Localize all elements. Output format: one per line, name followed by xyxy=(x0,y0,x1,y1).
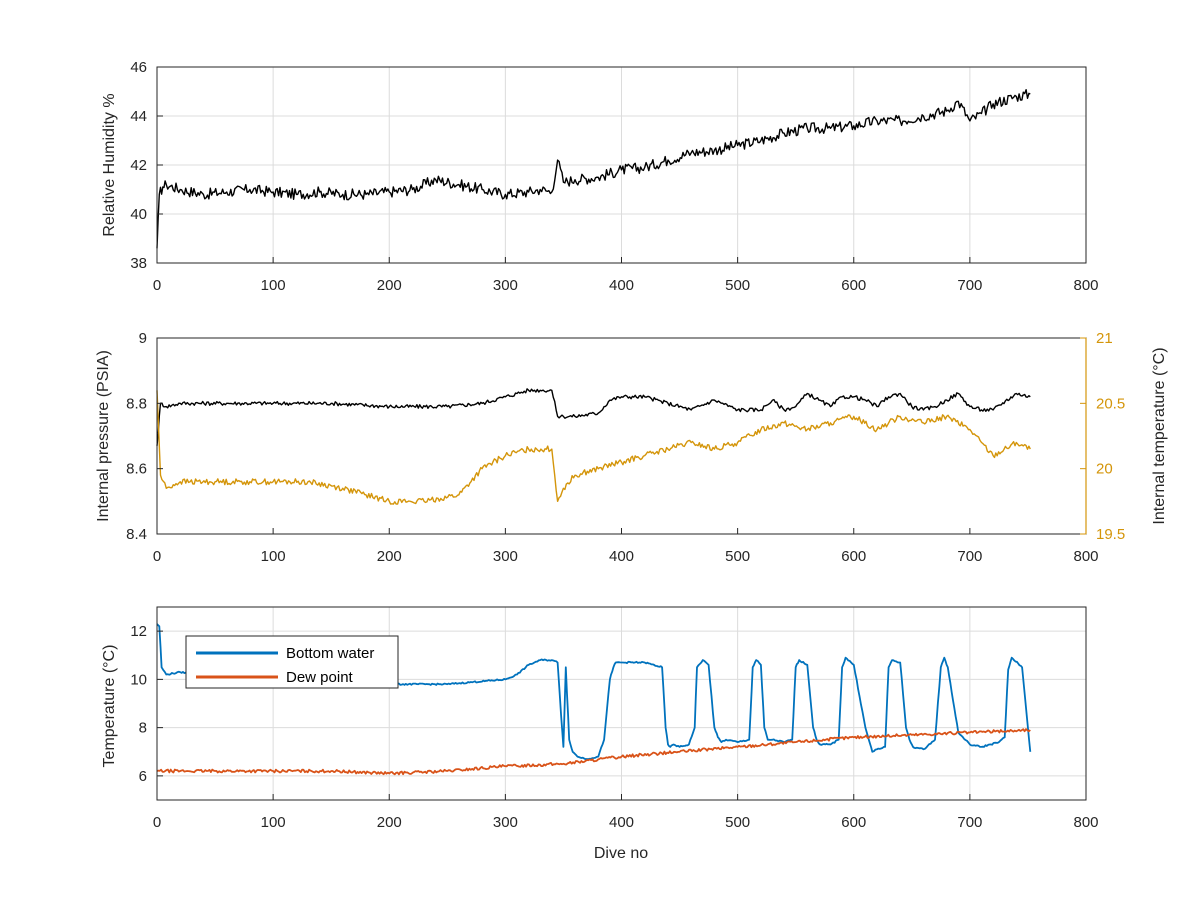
right-y-tick-label-1: 20 xyxy=(1096,461,1113,478)
temperature-x-tick-label-7: 700 xyxy=(957,814,982,831)
humidity-y-axis-label: Relative Humidity % xyxy=(101,93,118,236)
x-axis-label: Dive no xyxy=(594,845,648,862)
pressure-x-tick-label-7: 700 xyxy=(957,548,982,565)
temperature-y-axis-label: Temperature (°C) xyxy=(101,645,118,768)
temperature-x-tick-label-0: 0 xyxy=(153,814,161,831)
right-y-tick-label-3: 21 xyxy=(1096,330,1113,347)
humidity-x-tick-label-5: 500 xyxy=(725,277,750,294)
humidity-x-tick-label-7: 700 xyxy=(957,277,982,294)
temperature-x-tick-label-1: 100 xyxy=(261,814,286,831)
temperature-x-tick-label-4: 400 xyxy=(609,814,634,831)
pressure-y-tick-label-1: 8.6 xyxy=(126,461,147,478)
humidity-y-tick-label-4: 46 xyxy=(130,59,147,76)
pressure-x-tick-label-8: 800 xyxy=(1073,548,1098,565)
right-y-tick-label-2: 20.5 xyxy=(1096,395,1125,412)
humidity-x-tick-label-6: 600 xyxy=(841,277,866,294)
pressure-x-tick-label-5: 500 xyxy=(725,548,750,565)
legend: Bottom water Dew point xyxy=(185,635,399,689)
right-y-tick-label-0: 19.5 xyxy=(1096,526,1125,543)
humidity-y-tick-label-0: 38 xyxy=(130,255,147,272)
humidity-y-tick-label-1: 40 xyxy=(130,206,147,223)
internal-temperature-series-line xyxy=(156,390,1031,505)
dew-point-series-line xyxy=(156,728,1031,776)
pressure-y-axis-label: Internal pressure (PSIA) xyxy=(95,350,112,522)
pressure-x-tick-label-1: 100 xyxy=(261,548,286,565)
pressure-x-tick-label-2: 200 xyxy=(377,548,402,565)
temperature-x-tick-label-5: 500 xyxy=(725,814,750,831)
pressure-x-tick-label-4: 400 xyxy=(609,548,634,565)
pressure-y-tick-label-3: 9 xyxy=(139,330,147,347)
humidity-x-tick-label-4: 400 xyxy=(609,277,634,294)
temperature-y-tick-label-2: 10 xyxy=(130,671,147,688)
temperature-y-tick-label-3: 12 xyxy=(130,623,147,640)
temperature-y-tick-label-1: 8 xyxy=(139,720,147,737)
humidity-y-tick-label-3: 44 xyxy=(130,108,147,125)
pressure-y-tick-label-0: 8.4 xyxy=(126,526,147,543)
humidity-x-tick-label-1: 100 xyxy=(261,277,286,294)
internal-temperature-y-axis-label: Internal temperature (°C) xyxy=(1151,347,1168,524)
temperature-x-tick-label-6: 600 xyxy=(841,814,866,831)
humidity-x-tick-label-0: 0 xyxy=(153,277,161,294)
pressure-y-tick-label-2: 8.8 xyxy=(126,395,147,412)
humidity-y-tick-label-2: 42 xyxy=(130,157,147,174)
humidity-panel: 0 100 200 300 400 500 600 700 800 38 40 42 44 46 Rel… xyxy=(101,59,1099,294)
temperature-panel: 0 100 200 300 400 500 600 700 800 6 8 10 12 Tempera… xyxy=(101,606,1099,862)
pressure-x-tick-label-0: 0 xyxy=(153,548,161,565)
pressure-x-tick-label-3: 300 xyxy=(493,548,518,565)
pressure-series-line xyxy=(156,388,1031,446)
humidity-x-tick-label-3: 300 xyxy=(493,277,518,294)
temperature-y-tick-label-0: 6 xyxy=(139,768,147,785)
temperature-x-tick-label-3: 300 xyxy=(493,814,518,831)
pressure-panel: 0 100 200 300 400 500 600 700 800 8.4 8.6 8.8 9 19.… xyxy=(95,330,1168,565)
humidity-x-tick-label-2: 200 xyxy=(377,277,402,294)
legend-label-dew-point: Dew point xyxy=(286,669,354,686)
humidity-series-line xyxy=(156,89,1031,249)
temperature-x-tick-label-2: 200 xyxy=(377,814,402,831)
legend-label-bottom-water: Bottom water xyxy=(286,645,374,662)
temperature-x-tick-label-8: 800 xyxy=(1073,814,1098,831)
humidity-x-tick-label-8: 800 xyxy=(1073,277,1098,294)
legend-box xyxy=(185,635,399,689)
pressure-x-tick-label-6: 600 xyxy=(841,548,866,565)
